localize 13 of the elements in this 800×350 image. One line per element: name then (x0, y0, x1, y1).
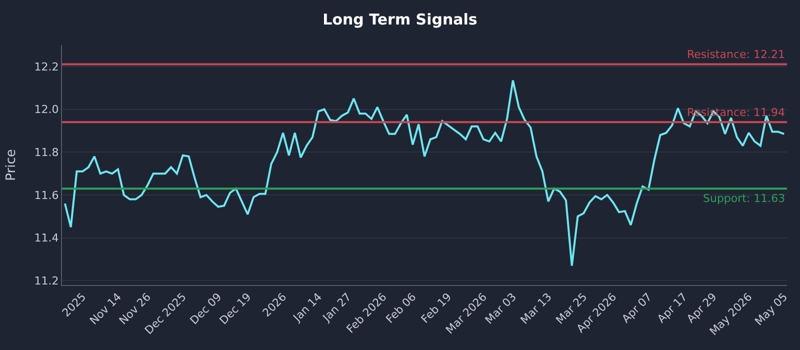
line-series (64, 79, 786, 267)
chart-title: Long Term Signals (322, 10, 478, 28)
y-tick-label: 11.4 (34, 232, 59, 245)
ref-line-label: Resistance: 12.21 (687, 48, 785, 61)
y-tick-label: 11.2 (34, 274, 59, 288)
y-tick-label: 12.0 (34, 103, 59, 116)
x-tick-label: Mar 13 (518, 290, 554, 327)
ref-line-label: Support: 11.63 (703, 192, 786, 205)
y-tick-label: 11.6 (34, 188, 59, 202)
y-tick-label: 12.2 (34, 60, 59, 74)
x-tick-label: Apr 07 (619, 290, 654, 326)
y-tick-label: 11.8 (34, 146, 59, 159)
y-axis-title: Price (4, 149, 20, 181)
